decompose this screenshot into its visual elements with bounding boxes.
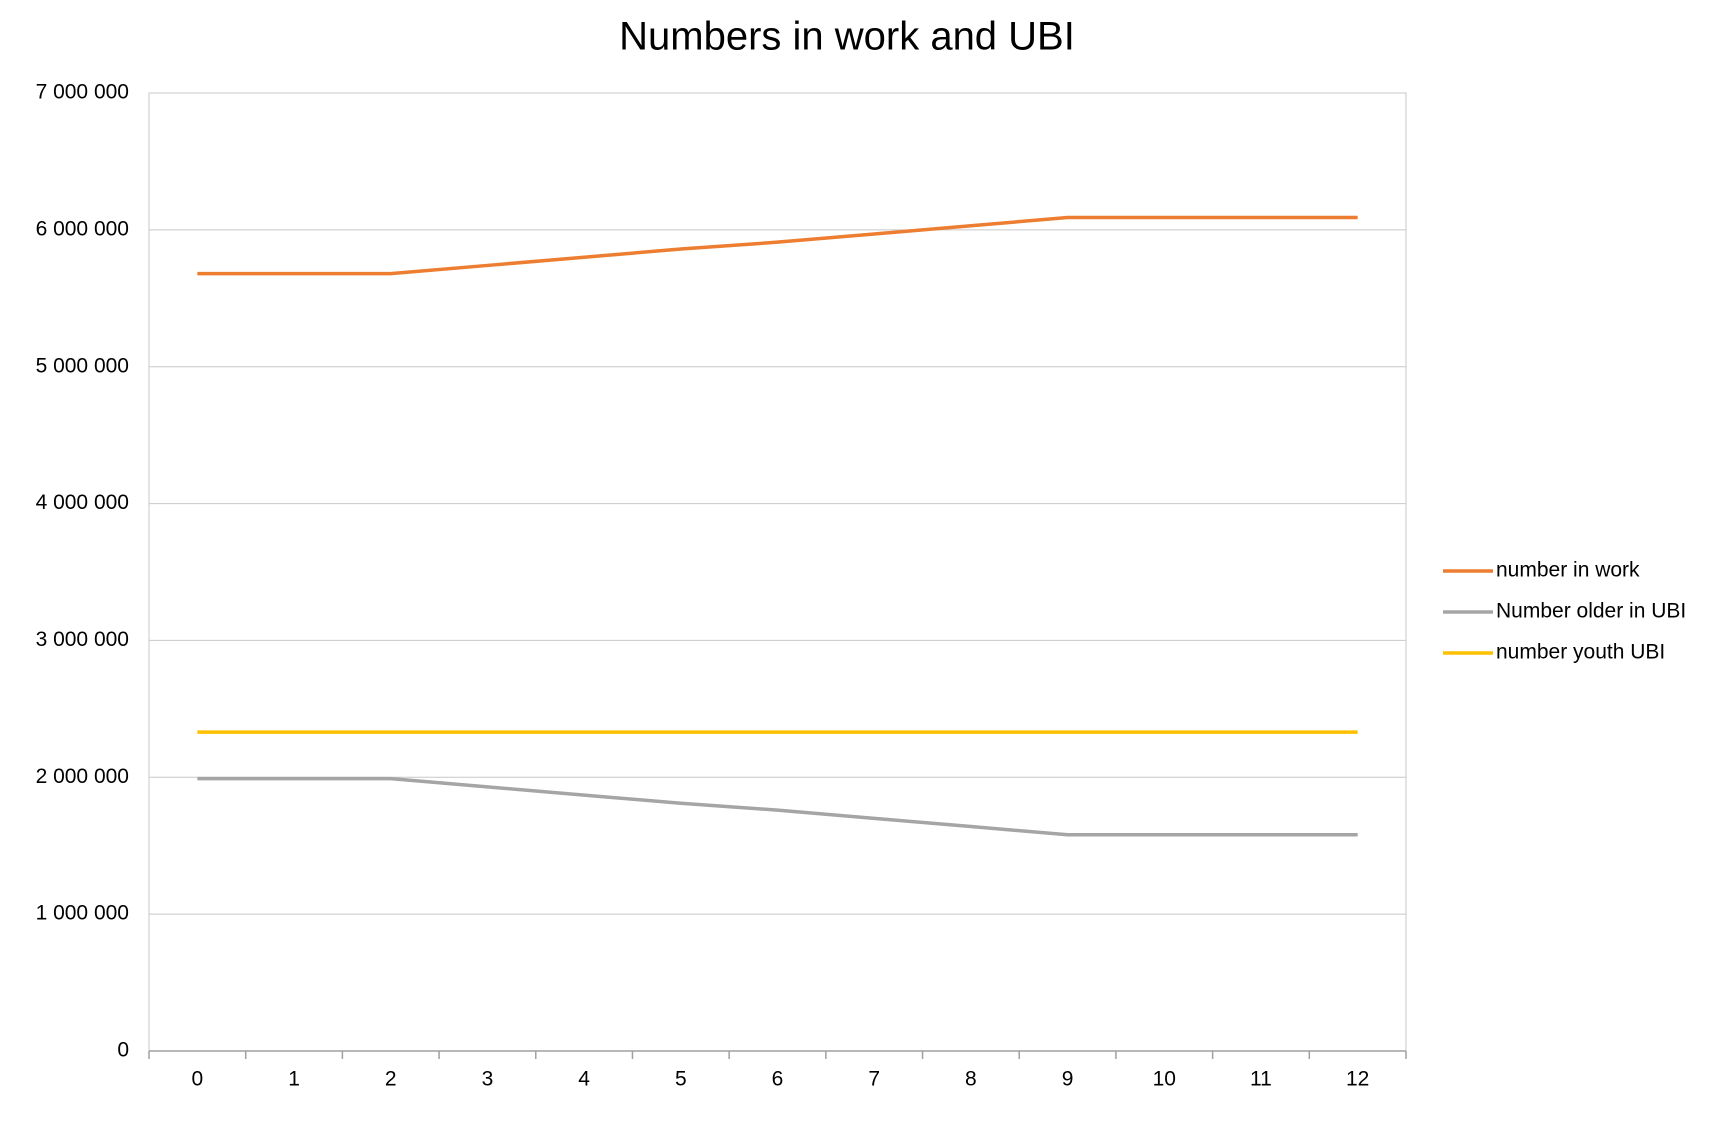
legend-label: number in work	[1496, 559, 1640, 582]
x-tick-label: 8	[965, 1068, 977, 1091]
x-tick-label: 3	[482, 1068, 494, 1091]
x-tick-label: 5	[675, 1068, 687, 1091]
x-tick-label: 0	[192, 1068, 204, 1091]
y-tick-label: 4 000 000	[36, 491, 129, 514]
x-tick-label: 10	[1153, 1068, 1176, 1091]
x-tick-label: 4	[578, 1068, 590, 1091]
x-tick-label: 11	[1250, 1068, 1272, 1091]
series-line	[197, 776, 1358, 837]
chart-title: Numbers in work and UBI	[619, 15, 1075, 59]
y-tick-label: 7 000 000	[36, 81, 129, 104]
x-tick-label: 9	[1062, 1068, 1074, 1091]
y-tick-label: 3 000 000	[36, 628, 129, 651]
y-tick-label: 2 000 000	[36, 765, 129, 788]
x-tick-label: 6	[772, 1068, 784, 1091]
x-tick-label: 2	[385, 1068, 397, 1091]
y-tick-label: 1 000 000	[36, 902, 129, 925]
legend-label: number youth UBI	[1496, 641, 1665, 664]
plot-border	[148, 92, 1407, 1052]
x-tick-label: 7	[868, 1068, 880, 1091]
legend-label: Number older in UBI	[1496, 600, 1686, 623]
series-line	[197, 215, 1358, 276]
x-tick-label: 12	[1346, 1068, 1369, 1091]
y-tick-label: 5 000 000	[36, 354, 129, 377]
x-tick-label: 1	[288, 1068, 300, 1091]
y-tick-label: 0	[117, 1039, 129, 1062]
y-tick-label: 6 000 000	[36, 217, 129, 240]
